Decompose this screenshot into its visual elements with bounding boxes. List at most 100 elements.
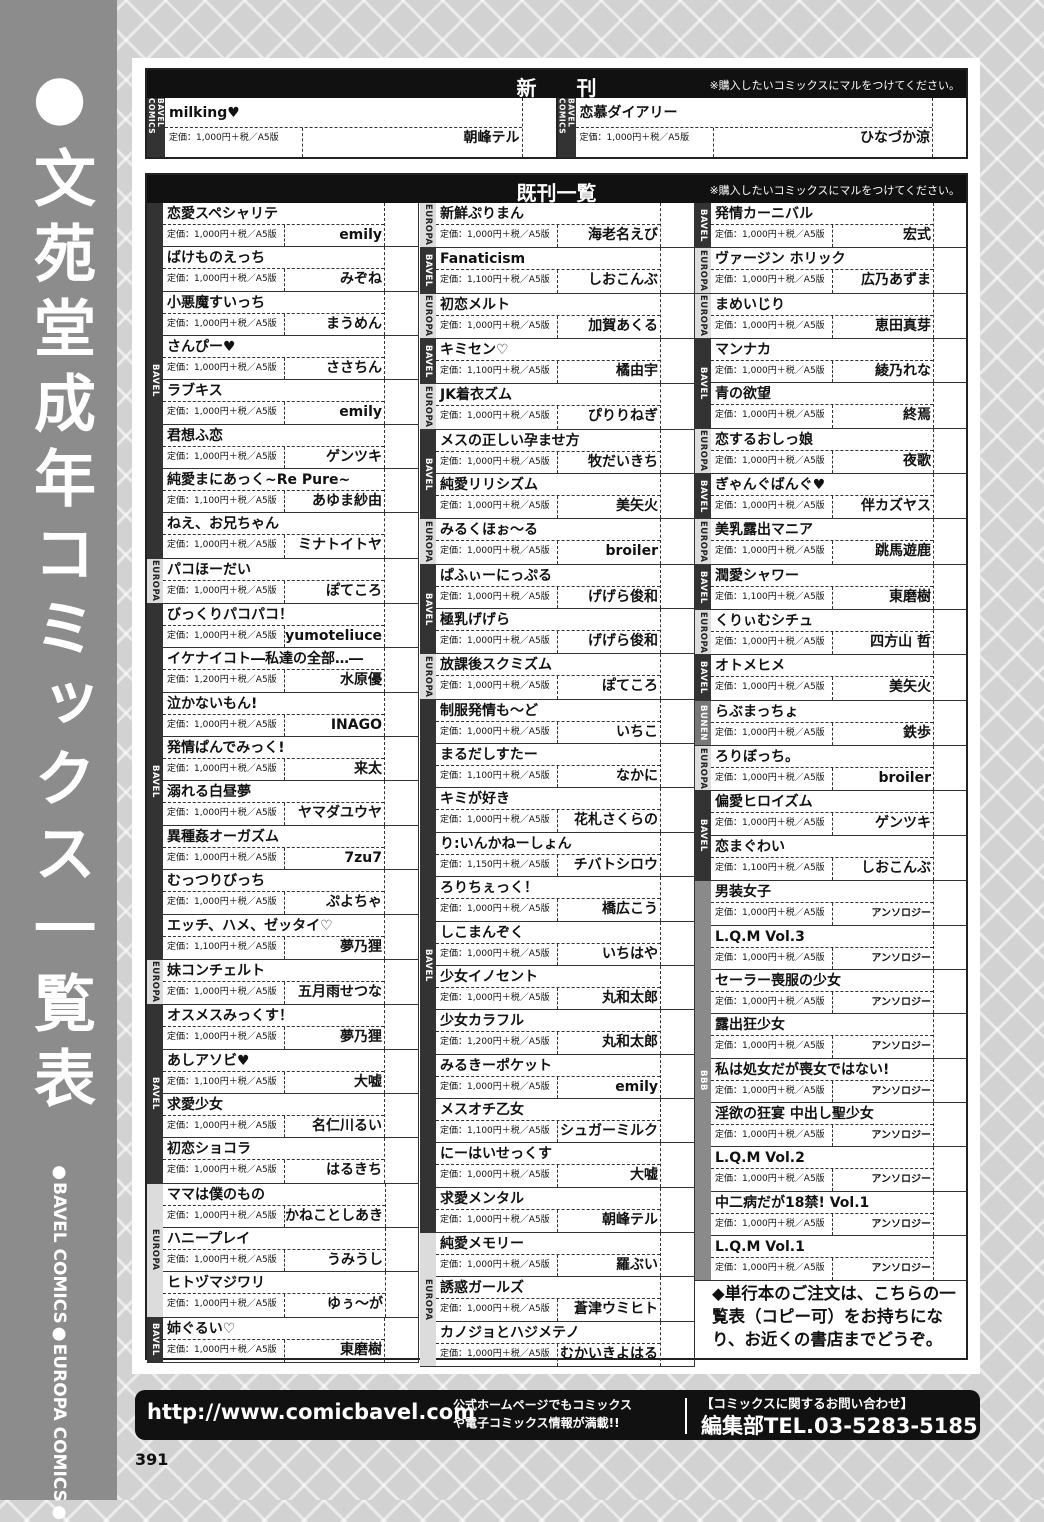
price-suffix: 円＋税／A5版 (219, 363, 277, 374)
order-checkbox[interactable] (933, 1058, 967, 1102)
order-checkbox[interactable] (933, 925, 967, 969)
order-checkbox[interactable] (384, 513, 418, 558)
order-checkbox[interactable] (933, 1191, 967, 1235)
order-checkbox[interactable] (933, 564, 967, 610)
order-checkbox[interactable] (933, 969, 967, 1014)
order-checkbox[interactable] (384, 247, 418, 291)
order-checkbox[interactable] (384, 380, 418, 424)
order-checkbox[interactable] (384, 870, 418, 914)
order-checkbox[interactable] (384, 424, 418, 469)
order-checkbox[interactable] (932, 98, 966, 157)
order-checkbox[interactable] (660, 965, 694, 1010)
imprint-label: EUROPA (695, 610, 711, 655)
order-checkbox[interactable] (660, 248, 694, 293)
order-checkbox[interactable] (385, 1227, 419, 1272)
order-checkbox[interactable] (660, 203, 694, 248)
book-price: 定価：1,000円＋税／A5版 (163, 313, 285, 336)
order-checkbox[interactable] (660, 877, 694, 921)
order-checkbox[interactable] (660, 293, 694, 339)
order-checkbox[interactable] (384, 203, 418, 247)
order-checkbox[interactable] (933, 519, 967, 564)
order-checkbox[interactable] (933, 610, 967, 655)
order-checkbox[interactable] (933, 835, 967, 881)
book-row: 初恋メルト 定価：1,000円＋税／A5版 加賀あくる (436, 293, 694, 339)
order-checkbox[interactable] (385, 1183, 419, 1227)
order-checkbox[interactable] (660, 1187, 694, 1232)
order-checkbox[interactable] (384, 737, 418, 781)
order-checkbox[interactable] (660, 384, 694, 429)
order-checkbox[interactable] (933, 881, 967, 925)
price-suffix: 円＋税／A5版 (767, 1218, 825, 1229)
price-value: 1,100 (194, 496, 220, 507)
order-checkbox[interactable] (933, 203, 967, 248)
order-checkbox[interactable] (660, 609, 694, 654)
order-checkbox[interactable] (933, 383, 967, 428)
order-checkbox[interactable] (384, 336, 418, 380)
order-checkbox[interactable] (660, 921, 694, 965)
book-info: L.Q.M Vol.1 定価：1,000円＋税／A5版 アンソロジー (711, 1236, 933, 1281)
order-checkbox[interactable] (384, 1317, 418, 1362)
order-checkbox[interactable] (660, 744, 694, 788)
book-author: 鉄歩 (903, 724, 931, 741)
order-checkbox[interactable] (933, 746, 967, 791)
order-checkbox[interactable] (660, 699, 694, 744)
order-checkbox[interactable] (660, 1054, 694, 1098)
imprint-items: キミセン♡ 定価：1,100円＋税／A5版 橘由宇 (436, 339, 694, 384)
order-checkbox[interactable] (660, 519, 694, 564)
price-value: 1,000 (467, 1348, 493, 1359)
order-checkbox[interactable] (384, 1049, 418, 1093)
order-checkbox[interactable] (384, 1005, 418, 1049)
order-checkbox[interactable] (384, 291, 418, 336)
order-checkbox[interactable] (384, 604, 418, 648)
book-author: うみうし (327, 1251, 383, 1268)
order-checkbox[interactable] (660, 429, 694, 474)
order-checkbox[interactable] (933, 1014, 967, 1058)
order-checkbox[interactable] (384, 959, 418, 1005)
order-checkbox[interactable] (660, 1098, 694, 1143)
order-checkbox[interactable] (384, 692, 418, 737)
book-info: 私は処女だが喪女ではない! 定価：1,000円＋税／A5版 アンソロジー (711, 1059, 933, 1102)
book-price: 定価：1,000円＋税／A5版 (711, 1036, 833, 1058)
order-checkbox[interactable] (384, 825, 418, 870)
price-suffix: 円＋税／A5版 (492, 275, 550, 286)
order-checkbox[interactable] (660, 564, 694, 609)
order-checkbox[interactable] (933, 248, 967, 293)
order-checkbox[interactable] (933, 1102, 967, 1147)
order-checkbox[interactable] (384, 648, 418, 692)
order-checkbox[interactable] (384, 469, 418, 513)
price-suffix: 円＋税／A5版 (219, 941, 277, 952)
order-checkbox[interactable] (933, 791, 967, 835)
book-title: 潤愛シャワー (711, 565, 933, 587)
order-checkbox[interactable] (933, 428, 967, 474)
order-checkbox[interactable] (660, 1232, 694, 1277)
order-checkbox[interactable] (660, 788, 694, 832)
website-link[interactable]: http://www.comicbavel.com (147, 1400, 476, 1424)
order-checkbox[interactable] (385, 1272, 419, 1317)
price-value: 1,000 (742, 275, 768, 286)
order-checkbox[interactable] (660, 474, 694, 519)
book-title: さんぴー♥ (163, 336, 384, 359)
order-checkbox[interactable] (933, 655, 967, 700)
order-checkbox[interactable] (660, 832, 694, 877)
order-checkbox[interactable] (933, 339, 967, 383)
order-checkbox[interactable] (660, 1010, 694, 1054)
order-checkbox[interactable] (521, 98, 556, 157)
order-checkbox[interactable] (933, 1147, 967, 1191)
order-checkbox[interactable] (933, 700, 967, 746)
price-prefix: 定価： (167, 764, 195, 775)
order-checkbox[interactable] (933, 1235, 967, 1281)
order-checkbox[interactable] (933, 293, 967, 339)
order-checkbox[interactable] (384, 1093, 418, 1138)
order-checkbox[interactable] (660, 1321, 694, 1366)
order-checkbox[interactable] (384, 558, 418, 604)
book-title: 少女イノセント (436, 966, 660, 988)
order-checkbox[interactable] (660, 1143, 694, 1187)
book-info: メスオチ乙女 定価：1,100円＋税／A5版 シュガーミルク (436, 1099, 660, 1143)
order-checkbox[interactable] (933, 474, 967, 519)
order-checkbox[interactable] (384, 914, 418, 959)
order-checkbox[interactable] (384, 1138, 418, 1183)
order-checkbox[interactable] (660, 654, 694, 699)
order-checkbox[interactable] (384, 781, 418, 825)
order-checkbox[interactable] (660, 1277, 694, 1321)
order-checkbox[interactable] (660, 339, 694, 384)
